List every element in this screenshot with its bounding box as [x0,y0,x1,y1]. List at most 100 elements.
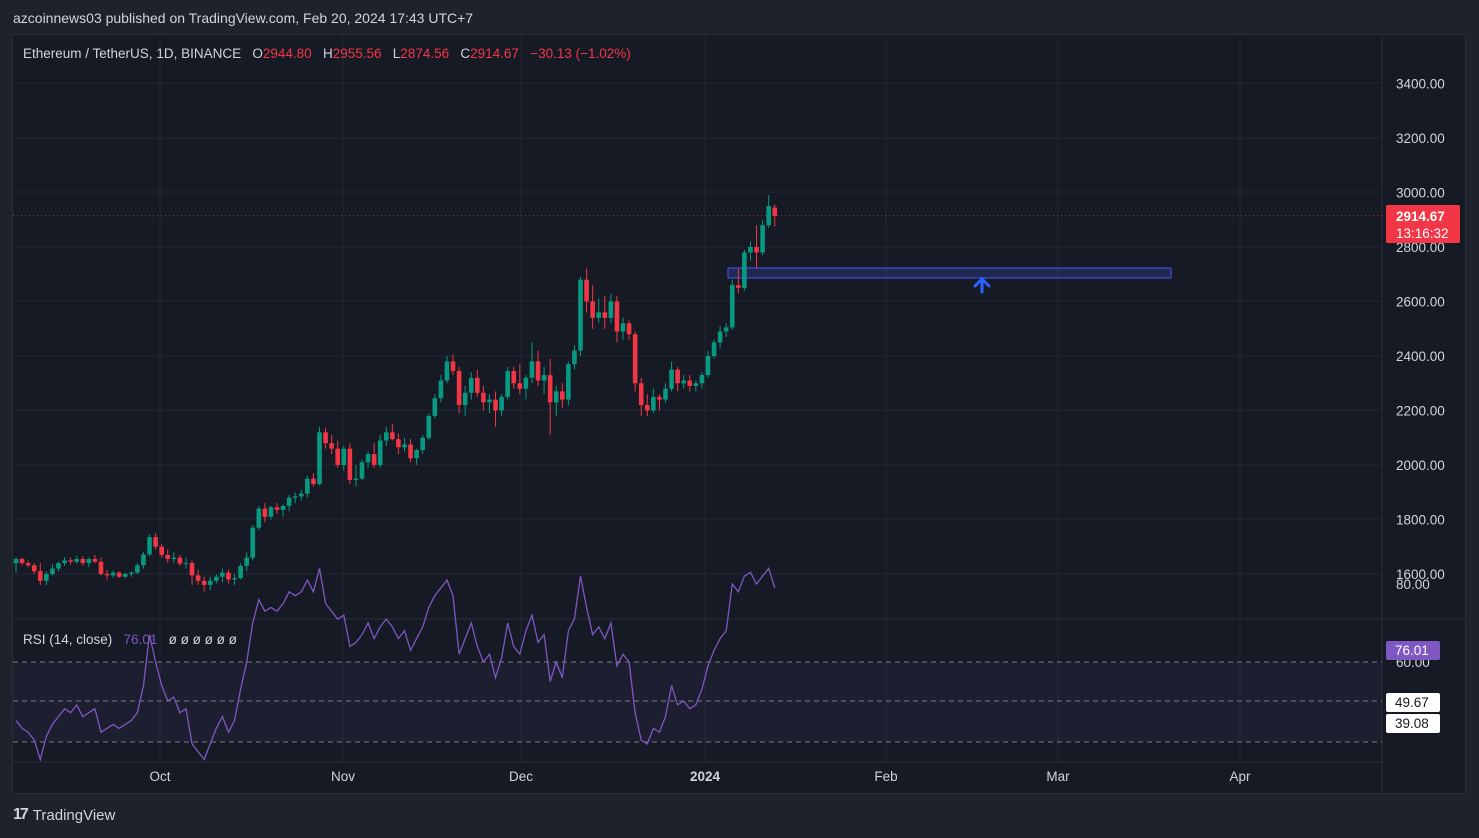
candle-body [311,478,316,485]
candle-body [201,580,207,585]
candle-body [414,450,419,459]
candle-body [462,392,468,406]
candle-body [651,396,656,411]
candle-body [238,565,243,579]
resistance-zone [727,267,1172,294]
candle-body [456,370,462,406]
candle-body [207,580,213,585]
candle-body [305,478,310,494]
candle-body [347,448,353,480]
tradingview-logo-icon: 17 [13,806,29,823]
time-axis-label: Nov [331,769,355,784]
candle-body [377,440,383,465]
rsi-value-badge [1386,641,1440,660]
candle-body [68,560,73,562]
candle-body [292,496,298,498]
candle-body [19,559,25,564]
candle-body [359,462,365,479]
candle-body [268,507,274,517]
candle-body [723,327,729,332]
rsi-pane [13,567,1382,762]
candle-body [280,505,286,510]
candle-body [13,559,19,564]
candle-body [37,571,43,581]
candle-body [44,574,49,581]
candle-body [511,370,517,384]
candle-body [620,323,626,332]
symbol-legend[interactable]: Ethereum / TetherUS, 1D, BINANCE O2944.8… [23,46,631,61]
rsi-legend[interactable]: RSI (14, close) 76.01 ø ø ø ø ø ø [23,632,237,647]
candle-body [596,312,602,318]
candle-body [274,507,280,510]
candle-body [657,396,662,400]
candle-body [687,380,693,386]
rsi-level-badge-text: 39.08 [1395,716,1429,731]
time-axis-label: Feb [874,769,897,784]
candle-body [244,557,249,566]
candle-body [341,448,347,465]
rsi-level-badge [1386,693,1440,712]
candle-body [468,377,474,393]
candle-body [335,448,341,465]
candle-body [566,364,571,400]
candle-body [699,375,705,384]
candle-body [122,574,128,577]
rsi-level-badge [1386,714,1440,733]
price-axis-label: 2400.00 [1396,349,1445,364]
close-value: 2914.67 [470,46,519,61]
candle-body [717,331,723,343]
low-key: L [392,46,401,61]
price-axis-label: 3200.00 [1396,131,1445,146]
candle-body [298,493,304,497]
candle-body [329,443,334,449]
candle-body [560,391,565,400]
candle-body [748,247,753,253]
candle-body [711,342,717,356]
rsi-na-values: ø ø ø ø ø ø [168,632,237,647]
candle-body [481,392,486,403]
candle-body [742,252,747,288]
candle-body [214,576,219,581]
grid-lines [13,36,1466,793]
price-axis-label: 3400.00 [1396,77,1445,92]
rsi-level-badge-text: 49.67 [1395,695,1429,710]
symbol-title: Ethereum / TetherUS, 1D, BINANCE [23,46,242,61]
close-key: C [460,46,471,61]
candle-body [104,574,110,576]
up-arrow-icon [973,276,991,294]
candle-body [705,356,711,376]
candle-body [25,563,31,566]
price-axis-label: 2600.00 [1396,295,1445,310]
price-badges: 2914.67 13:16:32 76.01 49.67 39.08 [1386,205,1460,733]
candle-body [590,301,595,318]
last-price-text: 2914.67 [1396,209,1445,224]
footer-brand[interactable]: 17 TradingView [13,806,115,824]
candle-body [165,554,171,560]
time-axis-label: 2024 [690,769,721,784]
candlestick-series [13,195,778,592]
candle-body [256,508,262,528]
candle-body [632,334,638,384]
price-axis-label: 2000.00 [1396,458,1445,473]
chart-frame[interactable] [12,34,1466,794]
candle-body [772,207,778,216]
candle-body [602,312,608,318]
candle-body [729,285,735,328]
price-axis-label: 2800.00 [1396,240,1445,255]
candle-body [499,396,504,411]
candle-body [56,563,61,569]
candle-body [141,554,146,566]
candle-body [760,225,765,253]
time-axis-label: Dec [509,769,533,784]
candle-body [86,559,92,564]
change-value: −30.13 (−1.02%) [530,46,631,61]
low-value: 2874.56 [400,46,450,61]
candle-body [547,375,553,403]
candle-body [286,497,292,506]
open-key: O [252,46,263,61]
candle-body [92,559,98,562]
candle-body [226,572,231,580]
candle-body [365,454,371,463]
rsi-axis-label: 80.00 [1396,577,1430,592]
